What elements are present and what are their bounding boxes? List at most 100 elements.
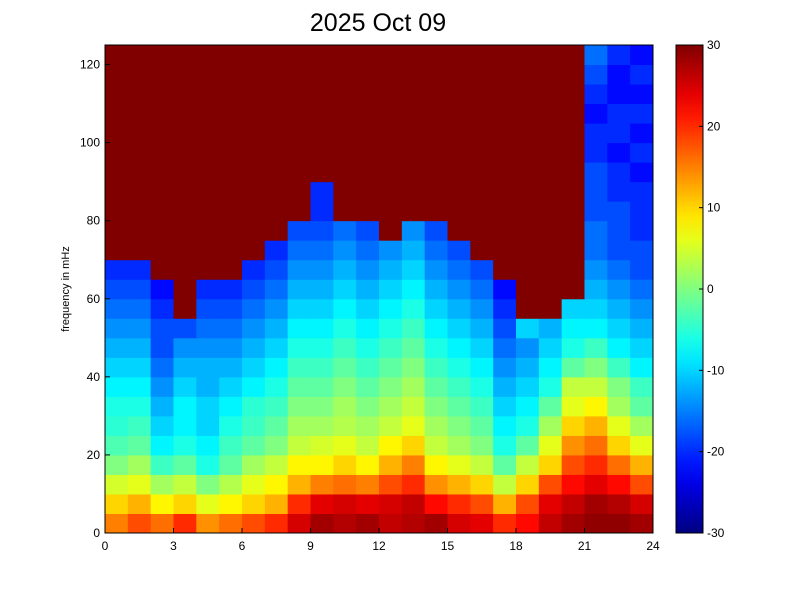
heatmap-cell [264, 513, 289, 534]
y-tick-label: 100 [80, 136, 100, 150]
heatmap-cell [150, 123, 174, 144]
heatmap-cell [196, 337, 220, 358]
heatmap-cell [196, 493, 220, 514]
heatmap-cell [287, 142, 311, 163]
heatmap-cell [242, 318, 266, 339]
heatmap-cell [561, 103, 585, 124]
heatmap-cell [607, 415, 631, 436]
heatmap-cell [196, 298, 220, 319]
heatmap-cell [150, 64, 174, 85]
heatmap-cell [630, 201, 654, 222]
heatmap-cell [105, 493, 129, 514]
heatmap-cell [242, 142, 266, 163]
heatmap-cell [470, 513, 494, 534]
heatmap-cell [424, 396, 448, 417]
heatmap-cell [401, 376, 426, 397]
heatmap-cell [424, 376, 448, 397]
heatmap-cell [538, 337, 563, 358]
heatmap-cell [493, 376, 517, 397]
heatmap-cell [287, 318, 311, 339]
heatmap-cell [424, 201, 448, 222]
heatmap-cell [264, 298, 289, 319]
heatmap-cell [516, 396, 540, 417]
heatmap-cell [310, 240, 334, 261]
heatmap-cell [105, 45, 129, 66]
heatmap-cell [630, 220, 654, 241]
heatmap-cell [173, 435, 197, 456]
heatmap-cell [196, 103, 220, 124]
heatmap-cell [356, 64, 380, 85]
heatmap-cell [630, 162, 654, 183]
heatmap-cell [219, 474, 243, 495]
heatmap-cell [333, 162, 357, 183]
heatmap-cell [447, 103, 471, 124]
heatmap-cell [424, 318, 448, 339]
heatmap-cell [127, 123, 152, 144]
heatmap-cell [127, 415, 152, 436]
heatmap-cell [584, 181, 608, 202]
heatmap-cell [401, 84, 426, 105]
heatmap-cell [310, 454, 334, 475]
heatmap-cell [516, 318, 540, 339]
heatmap-cell [607, 279, 631, 300]
heatmap-cell [470, 474, 494, 495]
heatmap-cell [516, 435, 540, 456]
heatmap-cell [310, 396, 334, 417]
heatmap-cell [173, 454, 197, 475]
heatmap-cells [105, 45, 654, 534]
heatmap-cell [493, 64, 517, 85]
heatmap-cell [607, 435, 631, 456]
heatmap-cell [333, 259, 357, 280]
heatmap-cell [447, 415, 471, 436]
heatmap-cell [424, 220, 448, 241]
heatmap-cell [561, 220, 585, 241]
heatmap-cell [630, 435, 654, 456]
heatmap-cell [584, 45, 608, 66]
heatmap-cell [333, 318, 357, 339]
heatmap-cell [173, 493, 197, 514]
heatmap-cell [447, 162, 471, 183]
heatmap-cell [584, 162, 608, 183]
heatmap-cell [287, 493, 311, 514]
heatmap-cell [105, 318, 129, 339]
heatmap-cell [310, 142, 334, 163]
colorbar-tick-label: 20 [707, 119, 721, 133]
heatmap-cell [379, 181, 403, 202]
heatmap-cell [173, 259, 197, 280]
heatmap-cell [310, 357, 334, 378]
heatmap-cell [470, 376, 494, 397]
heatmap-cell [379, 493, 403, 514]
heatmap-cell [127, 240, 152, 261]
heatmap-cell [242, 64, 266, 85]
heatmap-cell [470, 279, 494, 300]
heatmap-cell [105, 337, 129, 358]
heatmap-cell [196, 201, 220, 222]
heatmap-cell [105, 201, 129, 222]
heatmap-cell [630, 357, 654, 378]
heatmap-cell [447, 337, 471, 358]
heatmap-cell [150, 435, 174, 456]
heatmap-cell [242, 279, 266, 300]
heatmap-cell [242, 513, 266, 534]
heatmap-cell [493, 142, 517, 163]
heatmap-cell [379, 318, 403, 339]
heatmap-cell [173, 318, 197, 339]
heatmap-cell [219, 64, 243, 85]
heatmap-cell [333, 142, 357, 163]
heatmap-cell [493, 298, 517, 319]
heatmap-cell [150, 396, 174, 417]
heatmap-cell [379, 240, 403, 261]
heatmap-cell [287, 396, 311, 417]
y-tick-label: 60 [87, 292, 101, 306]
heatmap-cell [310, 298, 334, 319]
heatmap-cell [196, 259, 220, 280]
heatmap-cell [333, 64, 357, 85]
colorbar [675, 44, 704, 534]
heatmap-cell [356, 376, 380, 397]
heatmap-cell [242, 220, 266, 241]
heatmap-cell [447, 298, 471, 319]
heatmap-cell [127, 64, 152, 85]
heatmap-cell [379, 123, 403, 144]
heatmap-cell [493, 45, 517, 66]
heatmap-cell [127, 45, 152, 66]
